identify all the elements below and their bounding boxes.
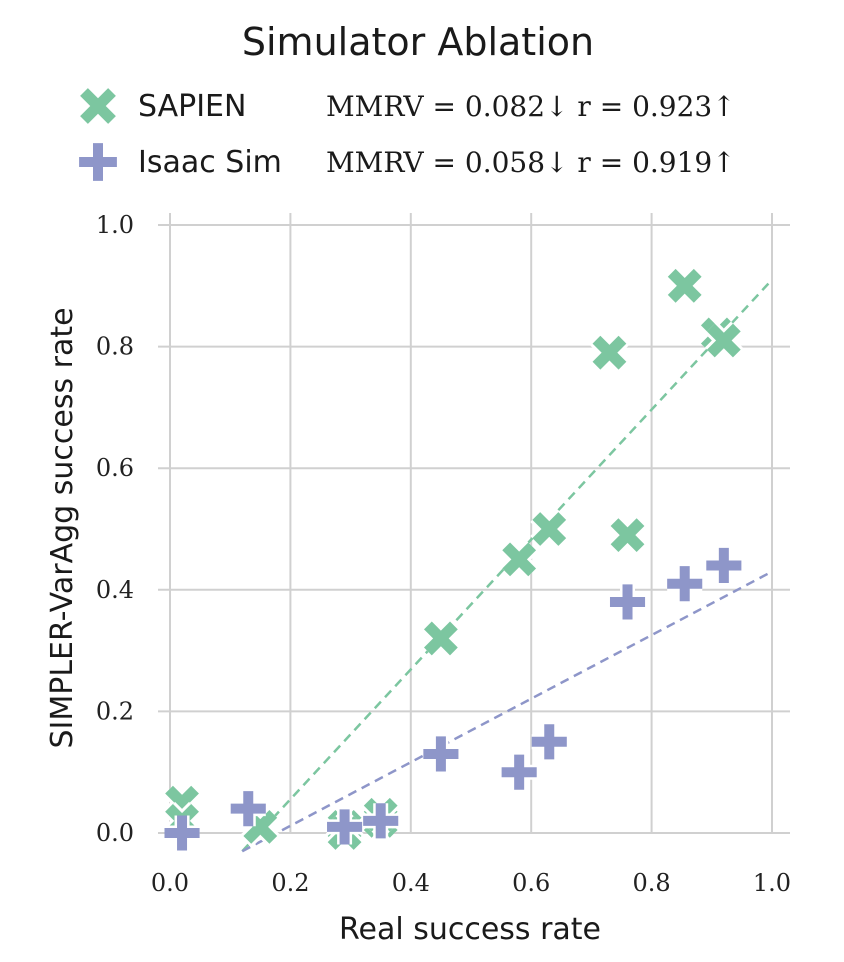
- legend-marker-isaac-sim: [79, 143, 117, 181]
- x-tick-label: 0.8: [633, 869, 671, 897]
- data-points: [163, 266, 743, 853]
- point-isaac-sim: [706, 547, 742, 584]
- trend-lines: [241, 278, 773, 853]
- point-isaac-sim: [363, 803, 399, 839]
- legend-label-sapien: SAPIEN: [138, 89, 246, 124]
- point-sapien: [421, 619, 460, 658]
- x-tick-label: 0.2: [271, 869, 309, 897]
- y-tick-label: 0.0: [96, 819, 134, 847]
- y-axis-label: SIMPLER-VarAgg success rate: [45, 307, 80, 748]
- y-tick-label: 0.6: [96, 454, 134, 482]
- x-tick-label: 0.4: [392, 869, 430, 897]
- y-tick-label: 0.8: [96, 333, 134, 361]
- point-isaac-sim: [501, 754, 537, 790]
- point-isaac-sim: [609, 584, 646, 620]
- x-tick-label: 0.0: [151, 869, 189, 897]
- y-tick-labels: 0.0 0.2 0.4 0.6 0.8 1.0: [96, 211, 134, 847]
- point-isaac-sim: [327, 809, 363, 845]
- point-sapien: [704, 321, 743, 360]
- point-isaac-sim: [667, 566, 703, 602]
- point-sapien: [665, 266, 704, 305]
- legend-stats-sapien: MMRV = 0.082↓ r = 0.923↑: [326, 90, 736, 123]
- x-tick-labels: 0.0 0.2 0.4 0.6 0.8 1.0: [151, 869, 791, 897]
- x-tick-label: 0.6: [512, 869, 550, 897]
- point-sapien: [500, 540, 539, 579]
- chart-title: Simulator Ablation: [242, 20, 594, 64]
- gridlines: [158, 213, 790, 834]
- x-tick-label: 1.0: [753, 869, 791, 897]
- y-tick-label: 0.2: [96, 697, 134, 725]
- point-sapien: [590, 333, 629, 372]
- point-sapien: [608, 516, 647, 555]
- legend-marker-shape: [79, 143, 117, 181]
- point-isaac-sim: [164, 815, 200, 851]
- trend-line-sapien: [241, 278, 773, 853]
- legend-label-isaac-sim: Isaac Sim: [138, 145, 282, 180]
- y-tick-label: 1.0: [96, 211, 134, 239]
- point-isaac-sim: [423, 736, 459, 772]
- point-isaac-sim: [230, 791, 266, 827]
- x-axis-label: Real success rate: [339, 912, 601, 947]
- trend-line-isaac-sim: [241, 570, 773, 853]
- legend-marker-shape: [77, 85, 119, 127]
- legend-marker-sapien: [77, 85, 119, 127]
- legend: SAPIEN MMRV = 0.082↓ r = 0.923↑ Isaac Si…: [77, 85, 736, 181]
- point-isaac-sim: [531, 724, 567, 760]
- legend-stats-isaac-sim: MMRV = 0.058↓ r = 0.919↑: [326, 146, 736, 179]
- point-sapien: [530, 509, 569, 549]
- y-tick-label: 0.4: [96, 576, 134, 604]
